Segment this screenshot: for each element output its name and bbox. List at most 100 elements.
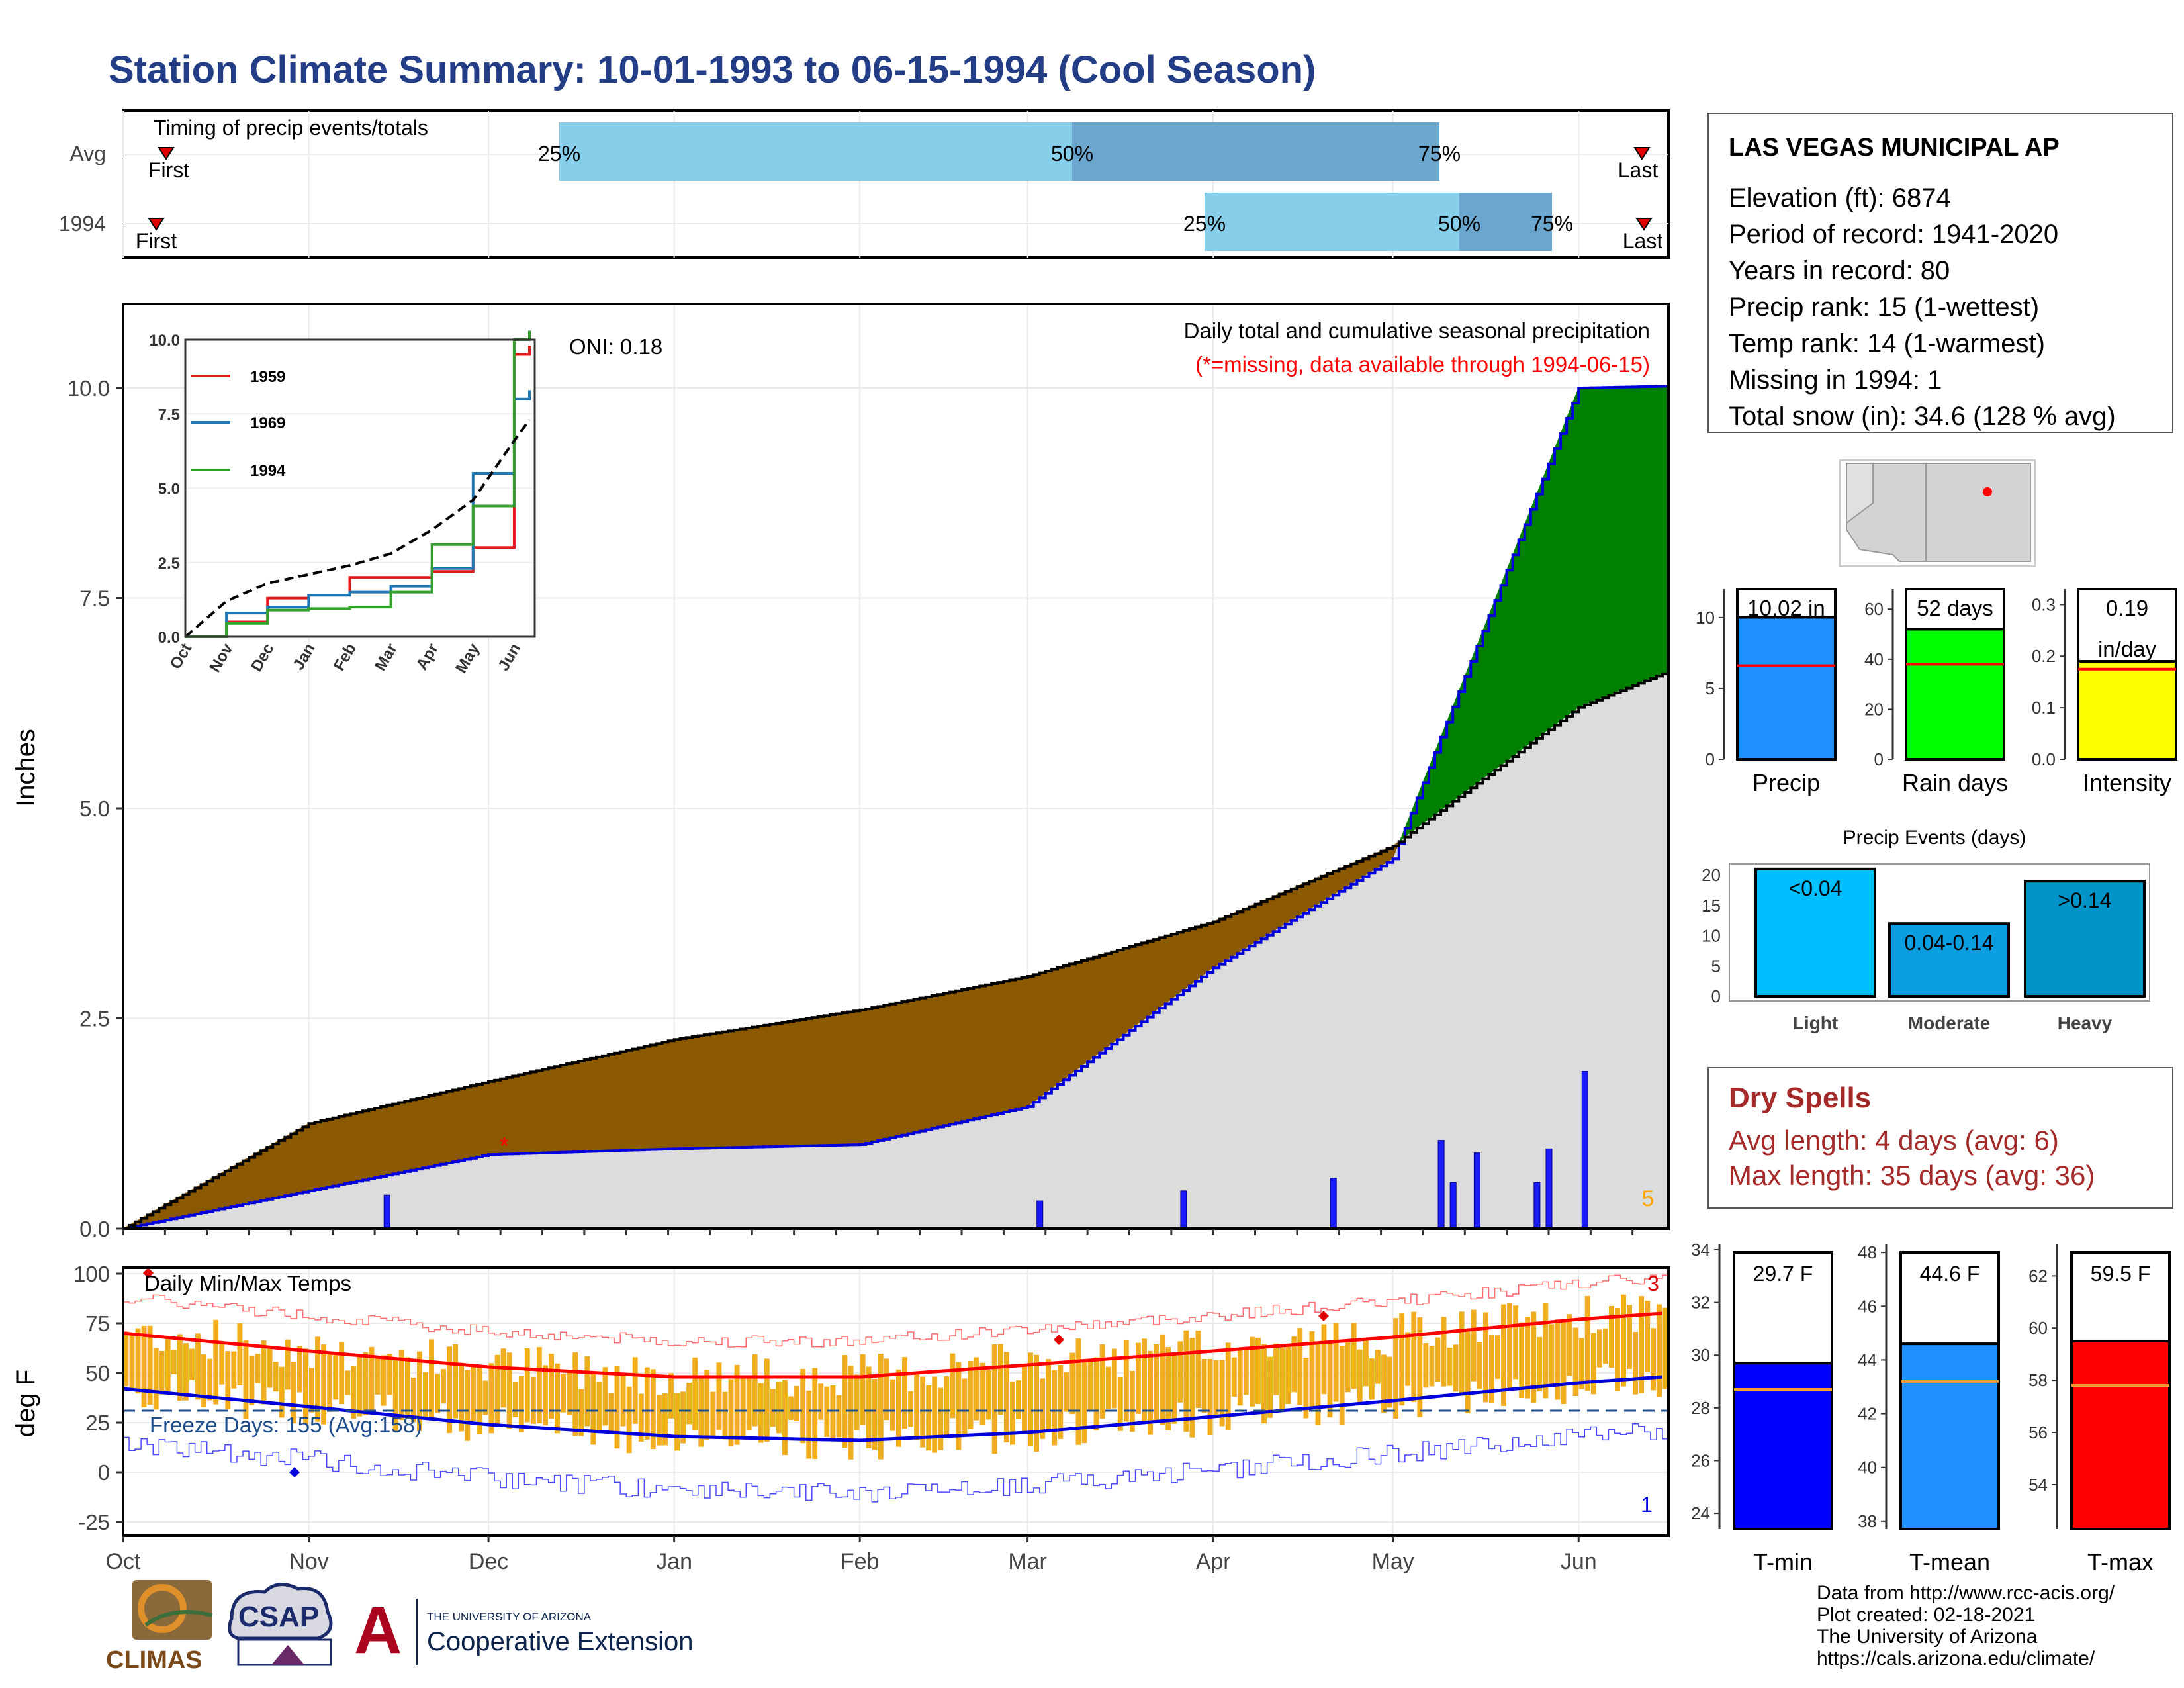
daily-temp-bar (1303, 1358, 1309, 1419)
daily-temp-bar (1633, 1331, 1639, 1395)
daily-precip-bar (1473, 1152, 1480, 1229)
below-average-segment (602, 1054, 609, 1152)
below-average-segment (949, 990, 956, 1125)
above-average-segment (1638, 386, 1645, 684)
daily-temp-bar (704, 1370, 710, 1440)
daily-temp-bar (1093, 1357, 1099, 1430)
ytick-label: 42 (1858, 1404, 1877, 1424)
below-average-segment (1147, 939, 1154, 1018)
daily-temp-bar (1123, 1339, 1129, 1422)
daily-temp-bar (249, 1355, 255, 1405)
mini-bar-category: Intensity (2083, 769, 2171, 796)
below-average-segment (985, 983, 992, 1117)
daily-temp-bar (1285, 1344, 1291, 1405)
below-average-segment (608, 1053, 615, 1152)
daily-temp-bar (494, 1354, 500, 1426)
daily-temp-bar (656, 1395, 662, 1446)
daily-temp-bar (1375, 1350, 1381, 1384)
below-average-segment (1206, 921, 1214, 974)
inset-ytick-label: 7.5 (158, 406, 180, 424)
daily-temp-bar (524, 1348, 530, 1423)
daily-temp-bar (1417, 1317, 1423, 1417)
daily-temp-bar (926, 1385, 932, 1451)
below-average-segment (835, 1012, 842, 1146)
daily-temp-bar (423, 1372, 428, 1417)
daily-temp-bar (471, 1365, 477, 1421)
below-average-segment (841, 1011, 848, 1146)
daily-temp-bar (1423, 1343, 1429, 1388)
daily-temp-bar (165, 1338, 171, 1391)
daily-temp-bar (668, 1373, 674, 1419)
daily-temp-bar (1034, 1354, 1040, 1452)
daily-temp-bar (752, 1354, 758, 1427)
ytick-label: 48 (1858, 1243, 1877, 1262)
daily-temp-bar (908, 1391, 913, 1427)
above-average-segment (1626, 386, 1633, 689)
below-average-segment (1039, 970, 1046, 1099)
below-average-segment (967, 986, 974, 1121)
timing-row-avg: Avg (69, 142, 106, 165)
daily-precip-bar (1180, 1190, 1187, 1229)
events-bar-Heavy (2024, 880, 2146, 998)
below-average-segment (1087, 957, 1094, 1063)
below-average-segment (997, 980, 1004, 1114)
above-average-segment (1596, 387, 1603, 701)
daily-temp-bar (159, 1350, 165, 1395)
below-average-segment (733, 1028, 741, 1148)
record-high-count: 3 (1647, 1272, 1659, 1295)
daily-temp-bar (1465, 1331, 1471, 1413)
avg-q75: 75% (1418, 142, 1461, 165)
below-average-segment (961, 988, 968, 1122)
daily-temp-bar (333, 1353, 339, 1400)
below-average-segment (919, 996, 927, 1132)
below-average-segment (668, 1039, 675, 1150)
daily-temp-bar (686, 1383, 692, 1425)
ytick-label: 0.0 (79, 1217, 110, 1241)
daily-temp-bar (626, 1386, 632, 1454)
daily-temp-bar (1111, 1348, 1117, 1409)
daily-temp-bar (345, 1370, 351, 1395)
daily-temp-bar (1602, 1328, 1608, 1364)
daily-temp-bar (296, 1346, 302, 1393)
ytick-label: 10.0 (68, 376, 110, 400)
daily-temp-bar (1297, 1328, 1303, 1405)
daily-temp-bar (1003, 1352, 1009, 1442)
daily-temp-bar (1117, 1376, 1123, 1431)
precip-ylabel: Inches (11, 729, 40, 807)
below-average-segment (488, 1080, 495, 1155)
daily-temp-bar (1327, 1342, 1333, 1418)
ytick-label: 58 (2028, 1370, 2048, 1390)
daily-temp-bar (914, 1372, 920, 1440)
daily-temp-bar (1351, 1323, 1357, 1389)
below-average-segment (1093, 955, 1100, 1058)
daily-temp-bar (1009, 1382, 1015, 1445)
daily-temp-bar (429, 1339, 434, 1419)
below-average-segment (1003, 979, 1010, 1113)
below-average-segment (314, 1120, 322, 1190)
ytick-label: 0 (1711, 986, 1721, 1006)
xtick-label: Oct (106, 1549, 141, 1574)
daily-temp-bar (1261, 1344, 1267, 1424)
ytick-label: 5 (1706, 679, 1715, 698)
daily-temp-bar (602, 1367, 608, 1426)
below-average-segment (907, 998, 915, 1135)
daily-temp-bar (1255, 1337, 1261, 1405)
inset-line-1959 (185, 345, 531, 638)
below-average-segment (871, 1006, 878, 1143)
daily-temp-bar (404, 1357, 410, 1419)
daily-temp-bar (129, 1334, 135, 1389)
precip-panel: * 0.0 2.5 5.0 7.5 10.0 Daily total and cumul… (11, 303, 1670, 1241)
csap-text: CSAP (238, 1601, 319, 1633)
temp-bar-value-label: 44.6 F (1920, 1262, 1980, 1286)
daily-temp-bar (1154, 1344, 1160, 1421)
below-average-segment (979, 984, 986, 1118)
below-average-segment (416, 1096, 424, 1170)
daily-temp-bar (213, 1319, 219, 1405)
below-average-segment (763, 1023, 770, 1147)
daily-temp-bar (782, 1380, 788, 1456)
daily-temp-bar (357, 1356, 363, 1417)
daily-temp-bar (818, 1383, 824, 1420)
above-average-segment (1548, 448, 1555, 731)
daily-temp-bar (1596, 1329, 1602, 1368)
mini-bar-value-label: 0.19 (2106, 596, 2148, 620)
